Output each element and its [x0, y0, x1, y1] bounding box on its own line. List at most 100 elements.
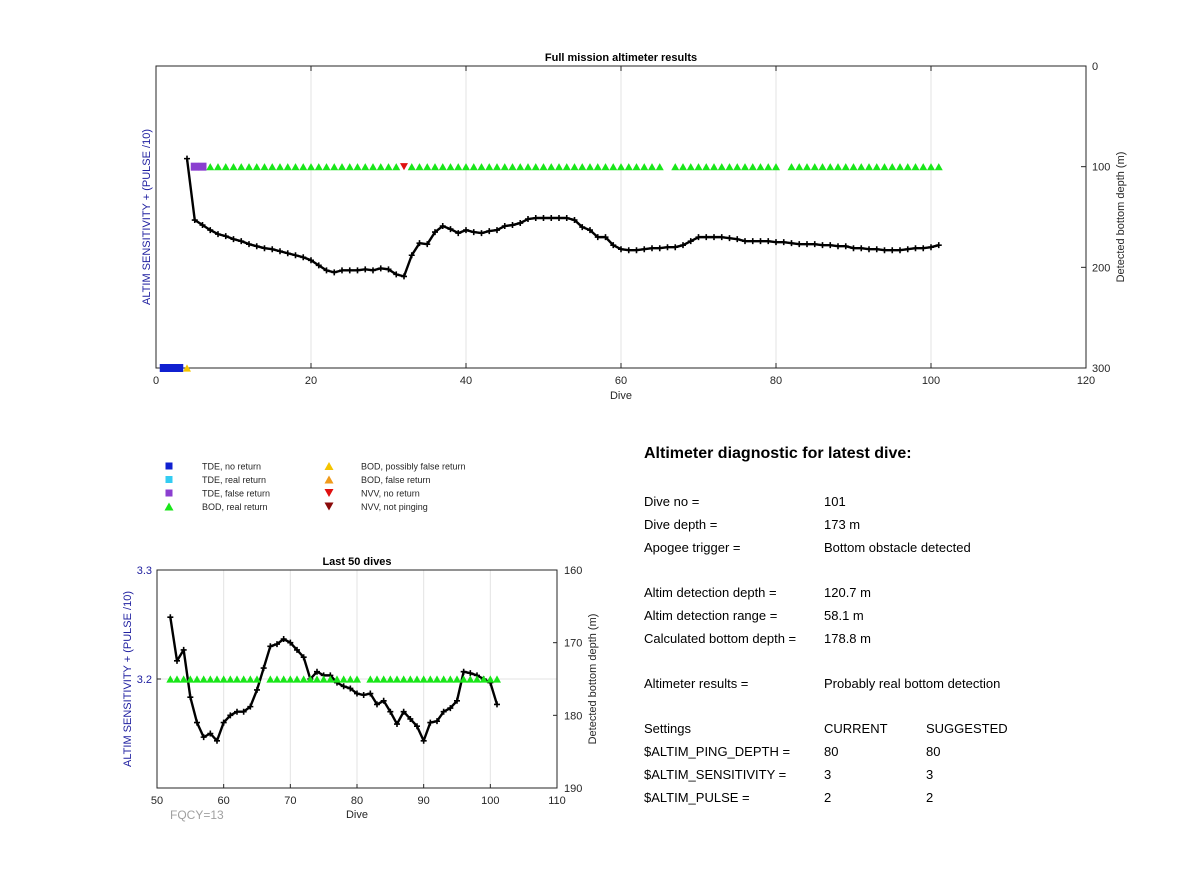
depth-point	[246, 241, 252, 248]
diag-value: Bottom obstacle detected	[824, 540, 971, 555]
depth-point	[649, 245, 655, 252]
altim-marker	[198, 162, 207, 171]
depth-point	[346, 267, 353, 274]
y-tick-label-right: 0	[1092, 61, 1098, 73]
altim-marker	[314, 163, 323, 171]
chart-title: Full mission altimeter results	[545, 52, 697, 64]
x-tick-label: 80	[770, 375, 782, 387]
diag-value: 101	[824, 494, 846, 509]
altim-marker	[384, 163, 393, 171]
x-tick-label: 90	[418, 795, 430, 807]
altim-marker	[609, 163, 618, 171]
altim-marker	[772, 163, 780, 171]
altim-marker	[547, 163, 556, 171]
altim-marker	[361, 163, 370, 171]
depth-point	[414, 723, 420, 730]
depth-point	[315, 262, 322, 269]
altim-marker	[190, 162, 199, 171]
diag-label: Calculated bottom depth =	[644, 631, 797, 646]
depth-point	[220, 719, 227, 726]
legend-marker	[165, 476, 173, 483]
depth-point	[254, 686, 260, 693]
depth-point	[215, 231, 221, 238]
depth-point	[234, 708, 240, 715]
altim-marker	[369, 163, 377, 171]
altim-marker	[237, 163, 246, 171]
diag-label: Altimeter results =	[644, 676, 749, 691]
altim-marker	[888, 163, 897, 171]
depth-point	[672, 244, 679, 251]
diag-value: 178.8 m	[824, 631, 871, 646]
depth-point	[548, 215, 555, 222]
altim-marker	[286, 675, 295, 683]
depth-point	[765, 238, 772, 245]
altim-marker	[826, 163, 835, 171]
depth-point	[757, 238, 764, 245]
depth-point	[214, 737, 220, 744]
depth-point	[454, 697, 460, 704]
depth-point	[486, 228, 493, 235]
altim-marker	[562, 163, 571, 171]
altim-marker	[219, 675, 228, 683]
altim-marker	[453, 675, 461, 683]
depth-point	[274, 641, 280, 648]
depth-point	[532, 215, 539, 222]
altim-marker	[710, 163, 718, 171]
depth-point	[897, 247, 903, 254]
x-tick-label: 60	[615, 375, 627, 387]
x-axis-label: Dive	[346, 809, 368, 821]
depth-point	[393, 271, 400, 278]
depth-point	[656, 245, 663, 252]
altim-marker	[717, 163, 726, 171]
altim-marker	[426, 675, 435, 683]
altim-marker	[268, 163, 277, 171]
altim-marker	[379, 675, 388, 683]
altim-marker	[648, 163, 656, 171]
altim-marker	[601, 163, 610, 171]
altim-marker	[640, 163, 649, 171]
altim-marker	[226, 675, 235, 683]
legend-marker	[324, 488, 334, 498]
x-tick-label: 120	[1077, 375, 1095, 387]
altim-marker	[306, 675, 315, 683]
altim-marker	[841, 163, 850, 171]
y-tick-label-right: 200	[1092, 262, 1110, 274]
depth-point	[222, 233, 229, 240]
depth-point	[467, 670, 474, 677]
altim-marker	[748, 163, 757, 171]
depth-point	[277, 248, 283, 255]
legend-marker	[324, 502, 334, 511]
legend-label: TDE, real return	[202, 475, 266, 485]
depth-point	[664, 244, 671, 251]
altim-marker	[433, 675, 441, 683]
depth-point	[718, 234, 725, 241]
altim-marker	[407, 163, 416, 171]
depth-point	[455, 230, 462, 237]
depth-point	[187, 694, 194, 701]
x-tick-label: 40	[460, 375, 472, 387]
altim-marker	[253, 675, 261, 683]
depth-point	[842, 243, 849, 250]
depth-point	[323, 267, 330, 274]
legend-label: BOD, real return	[202, 502, 268, 512]
depth-point	[633, 247, 640, 254]
altim-marker	[366, 675, 375, 683]
altim-marker	[322, 163, 331, 171]
depth-point	[773, 239, 779, 246]
depth-point	[377, 265, 384, 272]
depth-point	[427, 719, 434, 726]
altim-marker	[486, 675, 495, 683]
altim-marker	[446, 163, 455, 171]
depth-point	[260, 665, 267, 672]
diag-label: $ALTIM_PULSE =	[644, 790, 750, 805]
diag-label: $ALTIM_SENSITIVITY =	[644, 767, 787, 782]
depth-point	[587, 227, 593, 234]
depth-point	[287, 639, 294, 646]
depth-point	[207, 730, 214, 737]
altim-marker	[273, 675, 281, 683]
chart-title: Last 50 dives	[322, 556, 391, 568]
legend-label: TDE, false return	[202, 489, 270, 499]
depth-point	[199, 222, 206, 229]
legend-label: NVV, no return	[361, 489, 420, 499]
depth-point	[695, 234, 702, 241]
